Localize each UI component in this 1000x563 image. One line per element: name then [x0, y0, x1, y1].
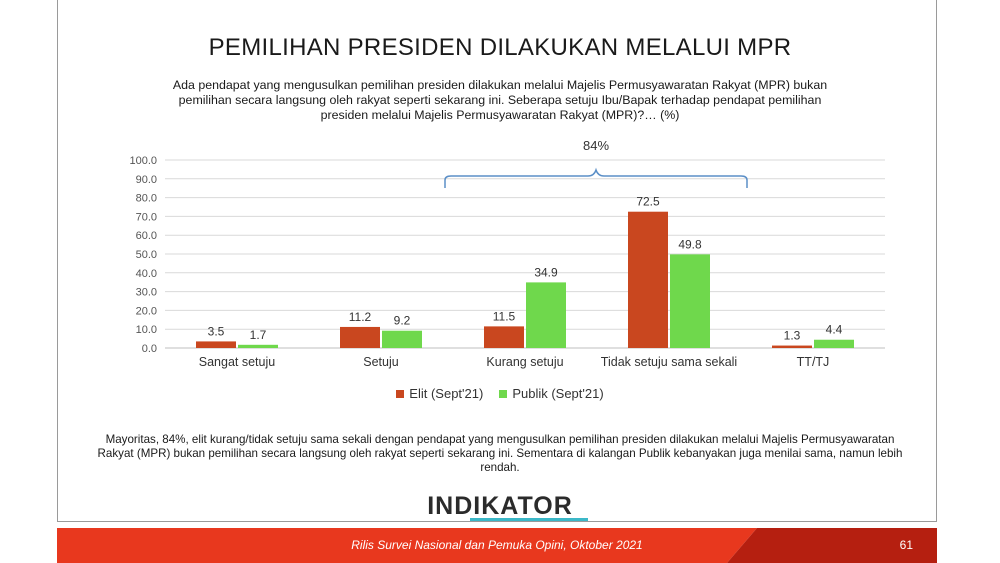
- legend-swatch-elit: [396, 389, 405, 398]
- data-label: 34.9: [534, 265, 558, 279]
- x-tick-label: Tidak setuju sama sekali: [601, 355, 737, 369]
- data-label: 3.5: [208, 324, 225, 338]
- annotation-label: 84%: [583, 138, 609, 153]
- x-tick-label: Kurang setuju: [486, 355, 563, 369]
- legend-item-elit: Elit (Sept'21): [396, 386, 483, 401]
- page-number: 61: [899, 538, 913, 552]
- bar-publik: [238, 344, 278, 348]
- data-label: 9.2: [394, 314, 411, 328]
- legend-label-elit: Elit (Sept'21): [409, 386, 484, 401]
- bar-publik: [670, 254, 710, 348]
- y-tick-label: 0.0: [142, 343, 157, 355]
- bar-publik: [526, 282, 566, 348]
- y-tick-label: 80.0: [136, 193, 157, 205]
- annotation-brace: [444, 167, 748, 188]
- y-tick-label: 60.0: [136, 230, 157, 242]
- data-label: 72.5: [636, 195, 660, 209]
- slide-frame: [57, 0, 937, 522]
- y-tick-label: 70.0: [136, 211, 157, 223]
- legend-label-publik: Publik (Sept'21): [512, 386, 604, 401]
- data-label: 11.5: [493, 309, 516, 323]
- indikator-logo: INDIKATOR: [427, 492, 573, 520]
- bar-chart: 0.0 10.0 20.0 30.0 40.0 50.0 60.0 70.0 80.0 90.0 1…: [129, 138, 885, 369]
- bar-publik: [814, 339, 854, 348]
- footer-bar: Rilis Survei Nasional dan Pemuka Opini, …: [57, 528, 937, 563]
- data-label: 49.8: [678, 237, 702, 251]
- data-label: 1.3: [784, 329, 801, 343]
- x-tick-label: Sangat setuju: [199, 355, 275, 369]
- footer-text: Rilis Survei Nasional dan Pemuka Opini, …: [351, 538, 643, 552]
- x-tick-label: TT/TJ: [797, 355, 830, 369]
- legend-item-publik: Publik (Sept'21): [499, 386, 604, 401]
- bar-elit: [628, 211, 668, 348]
- y-tick-label: 50.0: [136, 249, 157, 261]
- legend-swatch-publik: [499, 389, 508, 398]
- chart-legend: Elit (Sept'21) Publik (Sept'21): [0, 386, 1000, 401]
- data-label: 1.7: [250, 328, 267, 342]
- x-tick-label: Setuju: [363, 355, 398, 369]
- data-label: 4.4: [826, 323, 843, 337]
- question-text: Ada pendapat yang mengusulkan pemilihan …: [172, 78, 828, 122]
- bar-elit: [484, 326, 524, 348]
- bar-elit: [196, 341, 236, 348]
- bar-elit: [340, 326, 380, 348]
- y-tick-label: 20.0: [136, 305, 157, 317]
- y-tick-label: 90.0: [136, 174, 157, 186]
- y-tick-label: 40.0: [136, 268, 157, 280]
- footer-shape: [57, 528, 937, 563]
- bar-publik: [382, 330, 422, 348]
- y-tick-label: 10.0: [136, 324, 157, 336]
- page-title: PEMILIHAN PRESIDEN DILAKUKAN MELALUI MPR: [208, 34, 792, 61]
- data-label: 11.2: [349, 310, 372, 324]
- summary-note: Mayoritas, 84%, elit kurang/tidak setuju…: [97, 433, 903, 474]
- y-tick-label: 100.0: [129, 155, 157, 167]
- logo-underline: [470, 518, 588, 521]
- bar-elit: [772, 345, 812, 348]
- y-tick-label: 30.0: [136, 287, 157, 299]
